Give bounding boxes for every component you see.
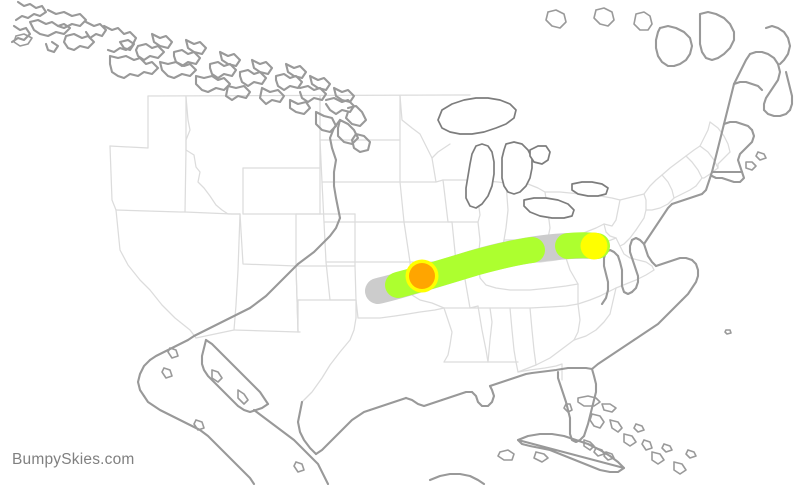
destination-marker[interactable] (580, 232, 608, 260)
great-lakes (437, 97, 609, 219)
coastlines (10, 0, 794, 485)
watermark-bumpyskies: BumpySkies.com (12, 451, 135, 468)
origin-marker[interactable] (409, 263, 435, 289)
route-markers[interactable] (405, 232, 608, 293)
